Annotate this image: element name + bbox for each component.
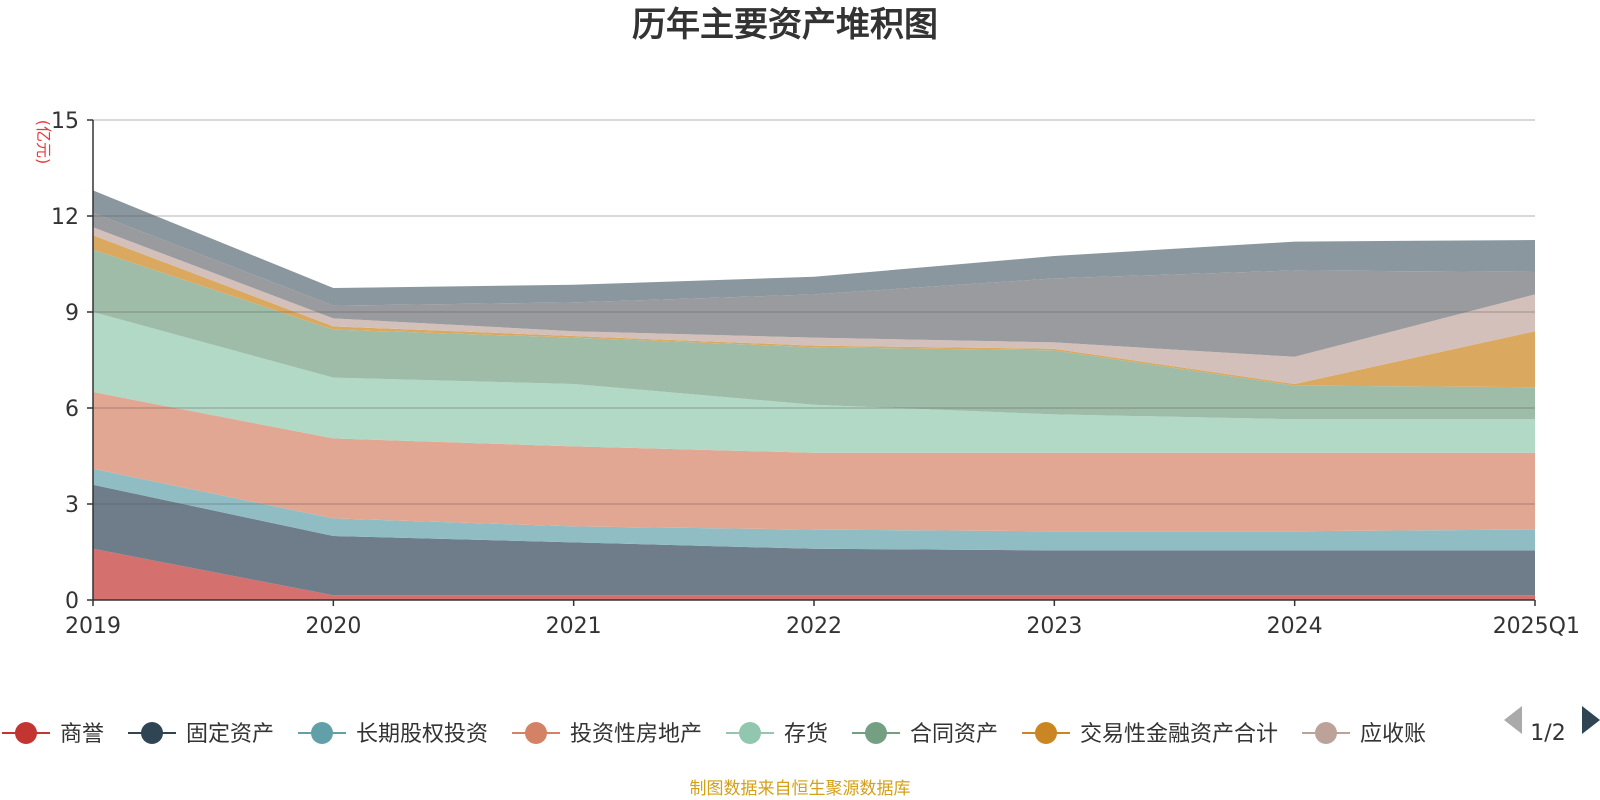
- legend-page-indicator: 1/2: [1530, 721, 1565, 746]
- legend-pager: 1/2: [1504, 706, 1600, 746]
- legend-next-icon[interactable]: [1582, 706, 1600, 734]
- legend-item-1[interactable]: 固定资产: [128, 722, 274, 747]
- area-series-1: [93, 484, 1535, 596]
- x-tick-label-2: 2021: [546, 614, 602, 639]
- y-tick-label-1: 3: [65, 493, 79, 518]
- legend-items: 商誉 固定资产 长期股权投资 投资性房地产 存货 合同资产 交易性金融资产合计 应收账: [2, 722, 1426, 747]
- legend-label-2: 长期股权投资: [356, 722, 488, 747]
- legend-marker-7: [1315, 722, 1337, 744]
- legend-marker-4: [739, 722, 761, 744]
- area-series-6: [93, 235, 1535, 388]
- legend-item-6[interactable]: 交易性金融资产合计: [1022, 722, 1278, 747]
- legend: 商誉 固定资产 长期股权投资 投资性房地产 存货 合同资产 交易性金融资产合计 应收账: [2, 722, 1426, 747]
- legend-prev-icon[interactable]: [1504, 706, 1522, 734]
- area-series-0: [93, 548, 1535, 600]
- legend-marker-5: [865, 722, 887, 744]
- x-tick-label-6: 2025Q1: [1493, 614, 1580, 639]
- legend-label-5: 合同资产: [910, 722, 998, 747]
- legend-item-2[interactable]: 长期股权投资: [298, 722, 488, 747]
- y-tick-label-4: 12: [51, 205, 79, 230]
- legend-item-4[interactable]: 存货: [726, 722, 828, 747]
- legend-label-7: 应收账: [1360, 722, 1426, 747]
- stacked-areas: [93, 190, 1535, 600]
- legend-item-7[interactable]: 应收账: [1302, 722, 1426, 747]
- grid-lines: [93, 119, 1535, 505]
- legend-marker-2: [311, 722, 333, 744]
- legend-label-0: 商誉: [60, 722, 104, 747]
- legend-item-3[interactable]: 投资性房地产: [512, 722, 702, 747]
- area-series-3: [93, 392, 1535, 532]
- legend-marker-6: [1035, 722, 1057, 744]
- x-tick-label-5: 2024: [1267, 614, 1323, 639]
- x-tick-label-1: 2020: [305, 614, 361, 639]
- legend-marker-1: [141, 722, 163, 744]
- y-axis-unit: (亿元): [34, 120, 53, 165]
- legend-label-1: 固定资产: [186, 722, 274, 747]
- x-tick-label-0: 2019: [65, 614, 121, 639]
- y-tick-label-5: 15: [51, 109, 79, 134]
- x-tick-label-3: 2022: [786, 614, 842, 639]
- area-series-9: [93, 190, 1535, 306]
- legend-label-3: 投资性房地产: [570, 722, 702, 747]
- area-series-5: [93, 249, 1535, 420]
- legend-label-4: 存货: [784, 722, 828, 747]
- legend-label-6: 交易性金融资产合计: [1080, 722, 1278, 747]
- y-tick-label-2: 6: [65, 397, 79, 422]
- axes: 0 3 6 9 12 15 2019 2020 2021 2022 2023 2024 2025Q1: [51, 109, 1580, 639]
- legend-item-5[interactable]: 合同资产: [852, 722, 998, 747]
- y-tick-label-0: 0: [65, 589, 79, 614]
- chart-title: 历年主要资产堆积图: [632, 5, 938, 45]
- legend-item-0[interactable]: 商誉: [2, 722, 104, 747]
- legend-marker-0: [15, 722, 37, 744]
- x-tick-label-4: 2023: [1026, 614, 1082, 639]
- y-tick-label-3: 9: [65, 301, 79, 326]
- source-footer: 制图数据来自恒生聚源数据库: [690, 779, 911, 799]
- area-series-8: [93, 212, 1535, 357]
- area-series-2: [93, 468, 1535, 551]
- area-series-4: [93, 312, 1535, 453]
- legend-marker-3: [525, 722, 547, 744]
